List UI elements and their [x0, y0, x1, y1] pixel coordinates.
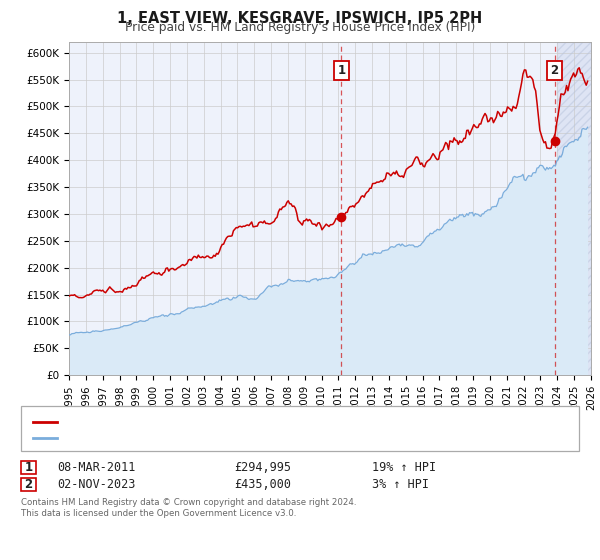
- Text: 1, EAST VIEW, KESGRAVE, IPSWICH, IP5 2PH (detached house): 1, EAST VIEW, KESGRAVE, IPSWICH, IP5 2PH…: [60, 417, 401, 427]
- Text: 1: 1: [24, 461, 32, 474]
- Text: 2: 2: [551, 64, 559, 77]
- Text: £435,000: £435,000: [234, 478, 291, 491]
- Text: 08-MAR-2011: 08-MAR-2011: [57, 461, 136, 474]
- Text: HPI: Average price, detached house, East Suffolk: HPI: Average price, detached house, East…: [60, 433, 327, 444]
- Text: 02-NOV-2023: 02-NOV-2023: [57, 478, 136, 491]
- Text: 19% ↑ HPI: 19% ↑ HPI: [372, 461, 436, 474]
- Text: 2: 2: [24, 478, 32, 491]
- Text: 3% ↑ HPI: 3% ↑ HPI: [372, 478, 429, 491]
- Text: 1: 1: [337, 64, 346, 77]
- Text: £294,995: £294,995: [234, 461, 291, 474]
- Text: 1, EAST VIEW, KESGRAVE, IPSWICH, IP5 2PH: 1, EAST VIEW, KESGRAVE, IPSWICH, IP5 2PH: [118, 11, 482, 26]
- Text: Price paid vs. HM Land Registry's House Price Index (HPI): Price paid vs. HM Land Registry's House …: [125, 21, 475, 34]
- Text: Contains HM Land Registry data © Crown copyright and database right 2024.: Contains HM Land Registry data © Crown c…: [21, 498, 356, 507]
- Text: This data is licensed under the Open Government Licence v3.0.: This data is licensed under the Open Gov…: [21, 509, 296, 518]
